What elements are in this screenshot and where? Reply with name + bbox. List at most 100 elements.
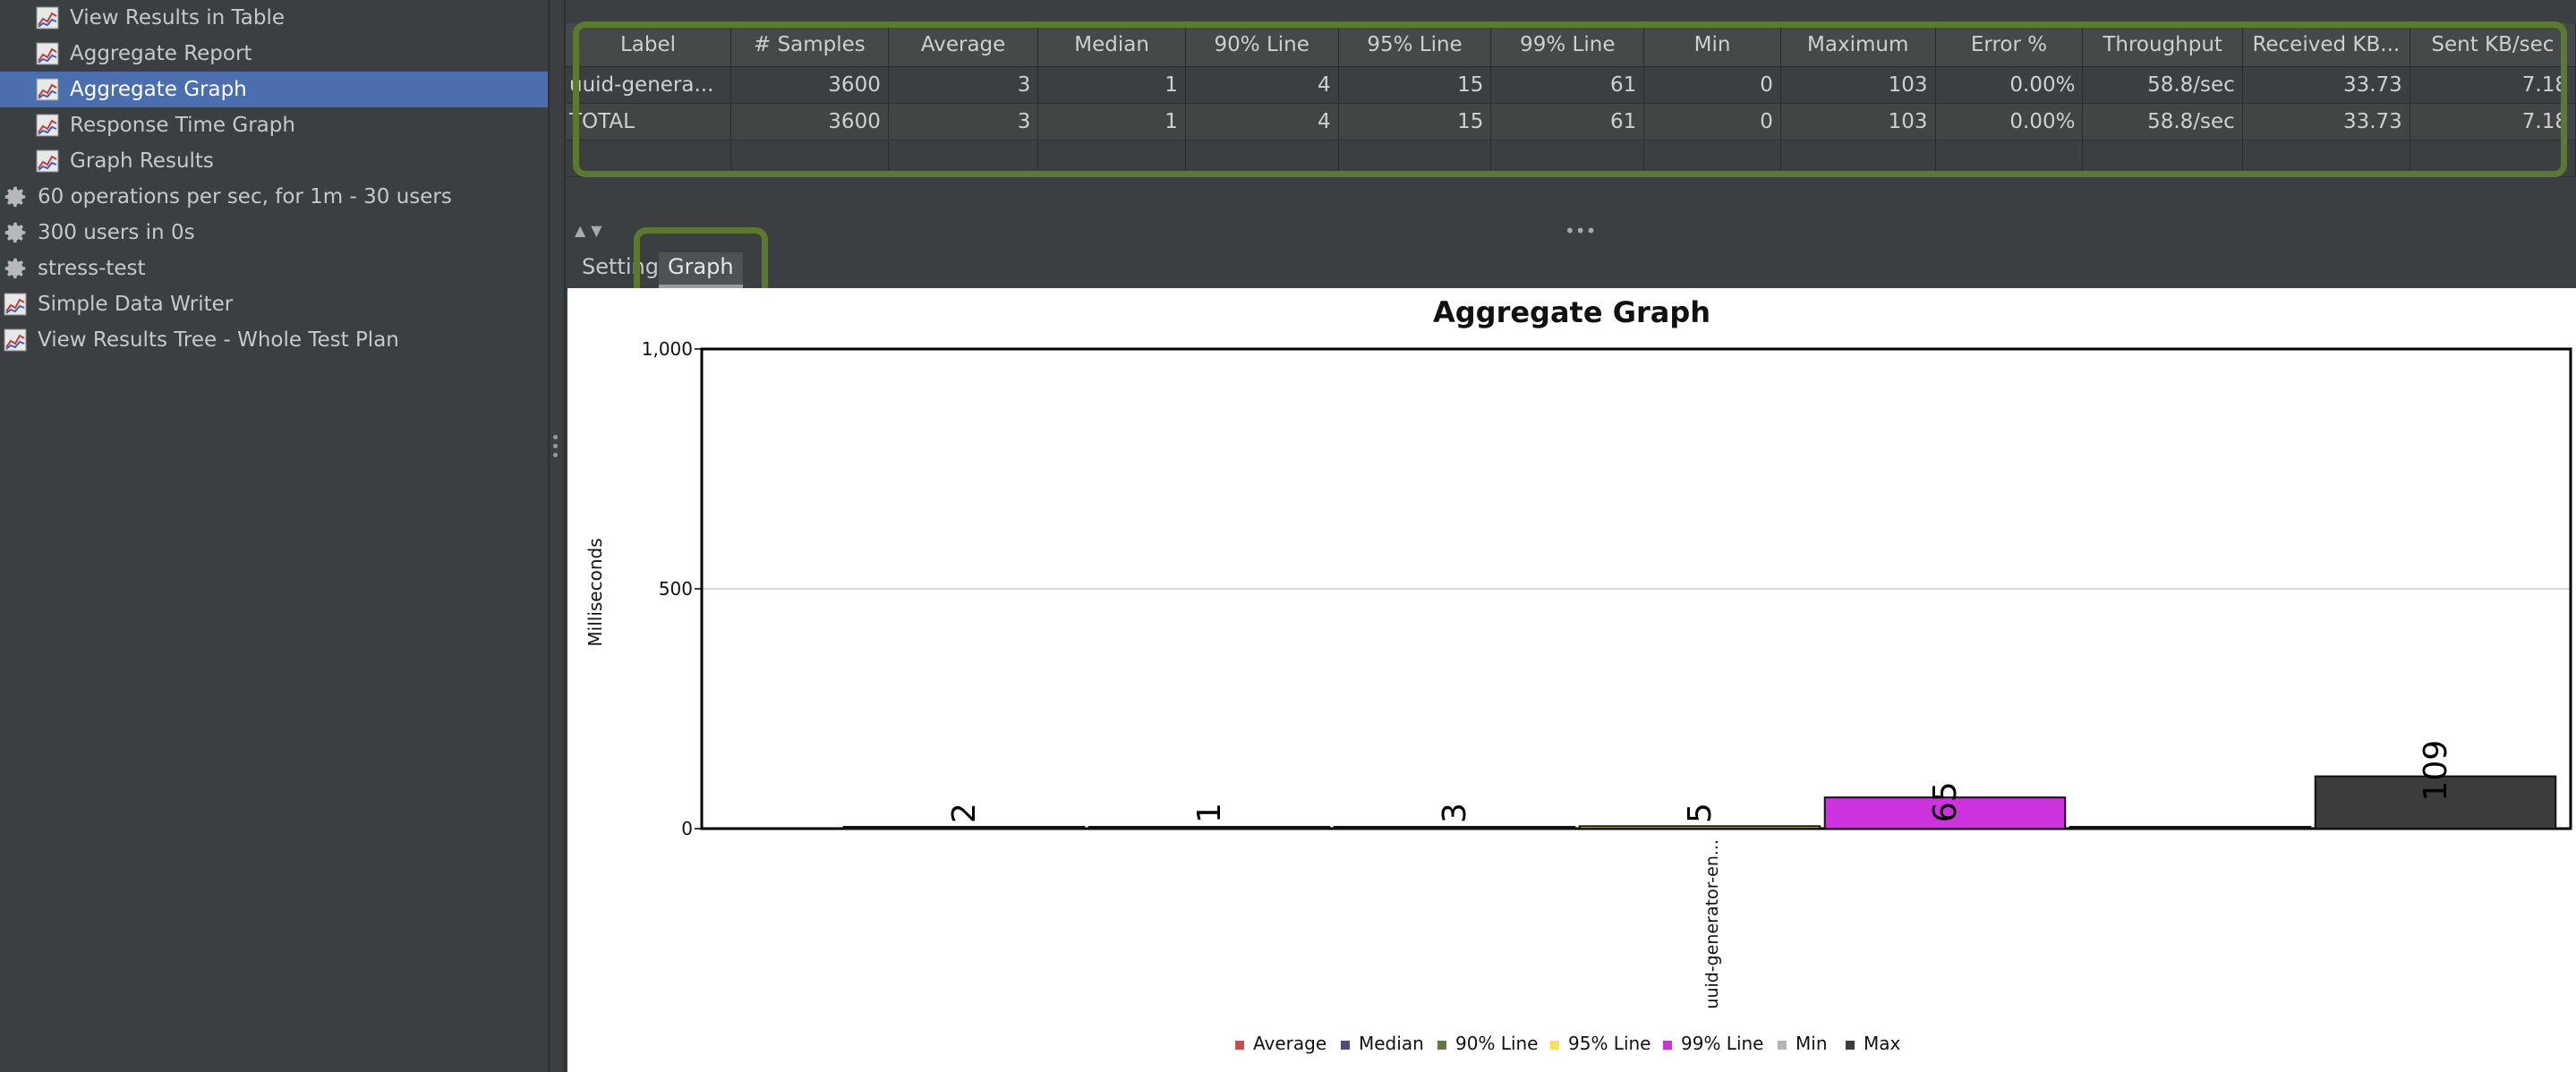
table-cell: 0.00% [1935,103,2084,140]
tree-item-label: stress-test [38,257,146,280]
resize-handle-icon[interactable]: ••• [1565,220,1597,242]
table-cell: 0 [1643,66,1781,104]
table-cell [2082,140,2243,177]
graph-listener-icon [32,74,63,105]
bar-value-label: 3 [1437,803,1473,823]
y-tick-label: 1,000 [642,338,693,360]
tab-graph[interactable]: Graph [659,252,743,288]
bar [842,826,1086,830]
table-cell: 4 [1185,103,1339,140]
table-cell: 103 [1780,66,1936,104]
aggregate-graph-chart: Aggregate Graph 0 500 1,000 Milliseconds 2 1 3 5… [567,288,2576,1072]
column-header[interactable]: Error % [1935,23,2084,67]
tree-item-label: Response Time Graph [70,114,295,137]
table-body: uuid-genera... 3600 3 1 4 15 61 0 103 0.00% 58.8/s… [566,66,2576,177]
table-cell: 7.18 [2410,103,2576,140]
table-cell: 61 [1490,103,1645,140]
table-cell [2410,140,2576,177]
table-row[interactable] [566,140,2576,177]
tree-item[interactable]: View Results in Table [0,0,580,36]
tree-item-label: View Results in Table [70,6,286,30]
column-header[interactable]: Received KB... [2242,23,2410,67]
tree-item-label: 300 users in 0s [38,221,195,244]
table-cell: 0.00% [1935,66,2084,104]
column-header[interactable]: Min [1643,23,1781,67]
tree-item[interactable]: Aggregate Graph [0,72,580,107]
tree-item[interactable]: Simple Data Writer [0,286,548,322]
table-cell: 58.8/sec [2082,66,2243,104]
table-cell: TOTAL [566,103,731,140]
graph-listener-icon [32,38,63,69]
table-cell: 3 [888,103,1039,140]
table-cell [2242,140,2410,177]
table-row[interactable]: uuid-genera... 3600 3 1 4 15 61 0 103 0.00% 58.8/s… [566,66,2576,104]
bar [2068,826,2312,830]
split-pane-divider[interactable] [548,0,566,1072]
tree-item[interactable]: 300 users in 0s [0,215,548,251]
graph-listener-icon [32,110,63,140]
table-cell [1338,140,1492,177]
column-header[interactable]: 90% Line [1185,23,1339,67]
table-cell: 1 [1037,103,1186,140]
table-row[interactable]: TOTAL 3600 3 1 4 15 61 0 103 0.00% 58.8/sec 33.73 7.… [566,103,2576,140]
bar-value-label: 65 [1927,781,1964,822]
table-footer-strip [566,220,2576,240]
test-plan-tree: View Results in Table Aggregate Report Agg… [0,0,580,1072]
column-header[interactable]: Median [1037,23,1186,67]
tree-item-label: Aggregate Report [70,42,252,65]
legend-swatch [1778,1041,1787,1050]
tree-item-label: 60 operations per sec, for 1m - 30 users [38,185,452,208]
legend-swatch [1341,1041,1350,1050]
bar [1578,825,1821,830]
table-cell: 33.73 [2242,66,2410,104]
legend-entry: 99% Line [1681,1033,1764,1054]
sort-arrows-icon[interactable]: ▲▼ [575,222,608,239]
column-header[interactable]: 99% Line [1490,23,1645,67]
table-cell [1490,140,1645,177]
table-cell: 15 [1338,66,1492,104]
table-cell [1935,140,2084,177]
tab-settings[interactable]: Settings [582,254,670,279]
table-cell: 7.18 [2410,66,2576,104]
table-cell: 4 [1185,66,1339,104]
gear-icon [0,217,30,248]
results-table-container: Label # Samples Average Median 90% Line 95% L… [566,23,2576,220]
table-cell: 103 [1780,103,1936,140]
column-header[interactable]: Maximum [1780,23,1936,67]
tree-item[interactable]: stress-test [0,251,548,286]
table-cell [1037,140,1186,177]
graph-listener-icon [32,3,63,33]
tree-item[interactable]: Response Time Graph [0,107,580,143]
legend-entry: Median [1359,1033,1424,1054]
legend-entry: Min [1796,1033,1828,1054]
tree-item[interactable]: Graph Results [0,143,580,179]
chart-title: Aggregate Graph [1433,295,1710,329]
column-header[interactable]: 95% Line [1338,23,1492,67]
bar [1823,796,2067,830]
bar-value-label: 2 [946,803,983,823]
column-header[interactable]: Throughput [2082,23,2243,67]
table-cell: 58.8/sec [2082,103,2243,140]
column-header[interactable]: Average [888,23,1039,67]
column-header[interactable]: # Samples [730,23,889,67]
tree-item-label: View Results Tree - Whole Test Plan [38,328,399,352]
y-axis-label: Milliseconds [584,538,606,646]
table-cell: 61 [1490,66,1645,104]
legend-swatch [1663,1041,1672,1050]
bar [2314,775,2557,830]
tree-item[interactable]: 60 operations per sec, for 1m - 30 users [0,179,548,215]
legend-swatch [1235,1041,1244,1050]
column-header[interactable]: Sent KB/sec [2410,23,2576,67]
tree-item-label: Graph Results [70,149,214,173]
tree-item-label: Aggregate Graph [70,78,247,101]
tree-item[interactable]: Aggregate Report [0,36,580,72]
gear-icon [0,182,30,212]
table-cell [1643,140,1781,177]
legend-swatch [1437,1041,1446,1050]
bar [1088,826,1331,830]
divider-grip-icon[interactable] [553,435,559,460]
gear-icon [0,253,30,284]
column-header[interactable]: Label [566,23,731,67]
tree-item[interactable]: View Results Tree - Whole Test Plan [0,322,548,358]
table-cell: 33.73 [2242,103,2410,140]
